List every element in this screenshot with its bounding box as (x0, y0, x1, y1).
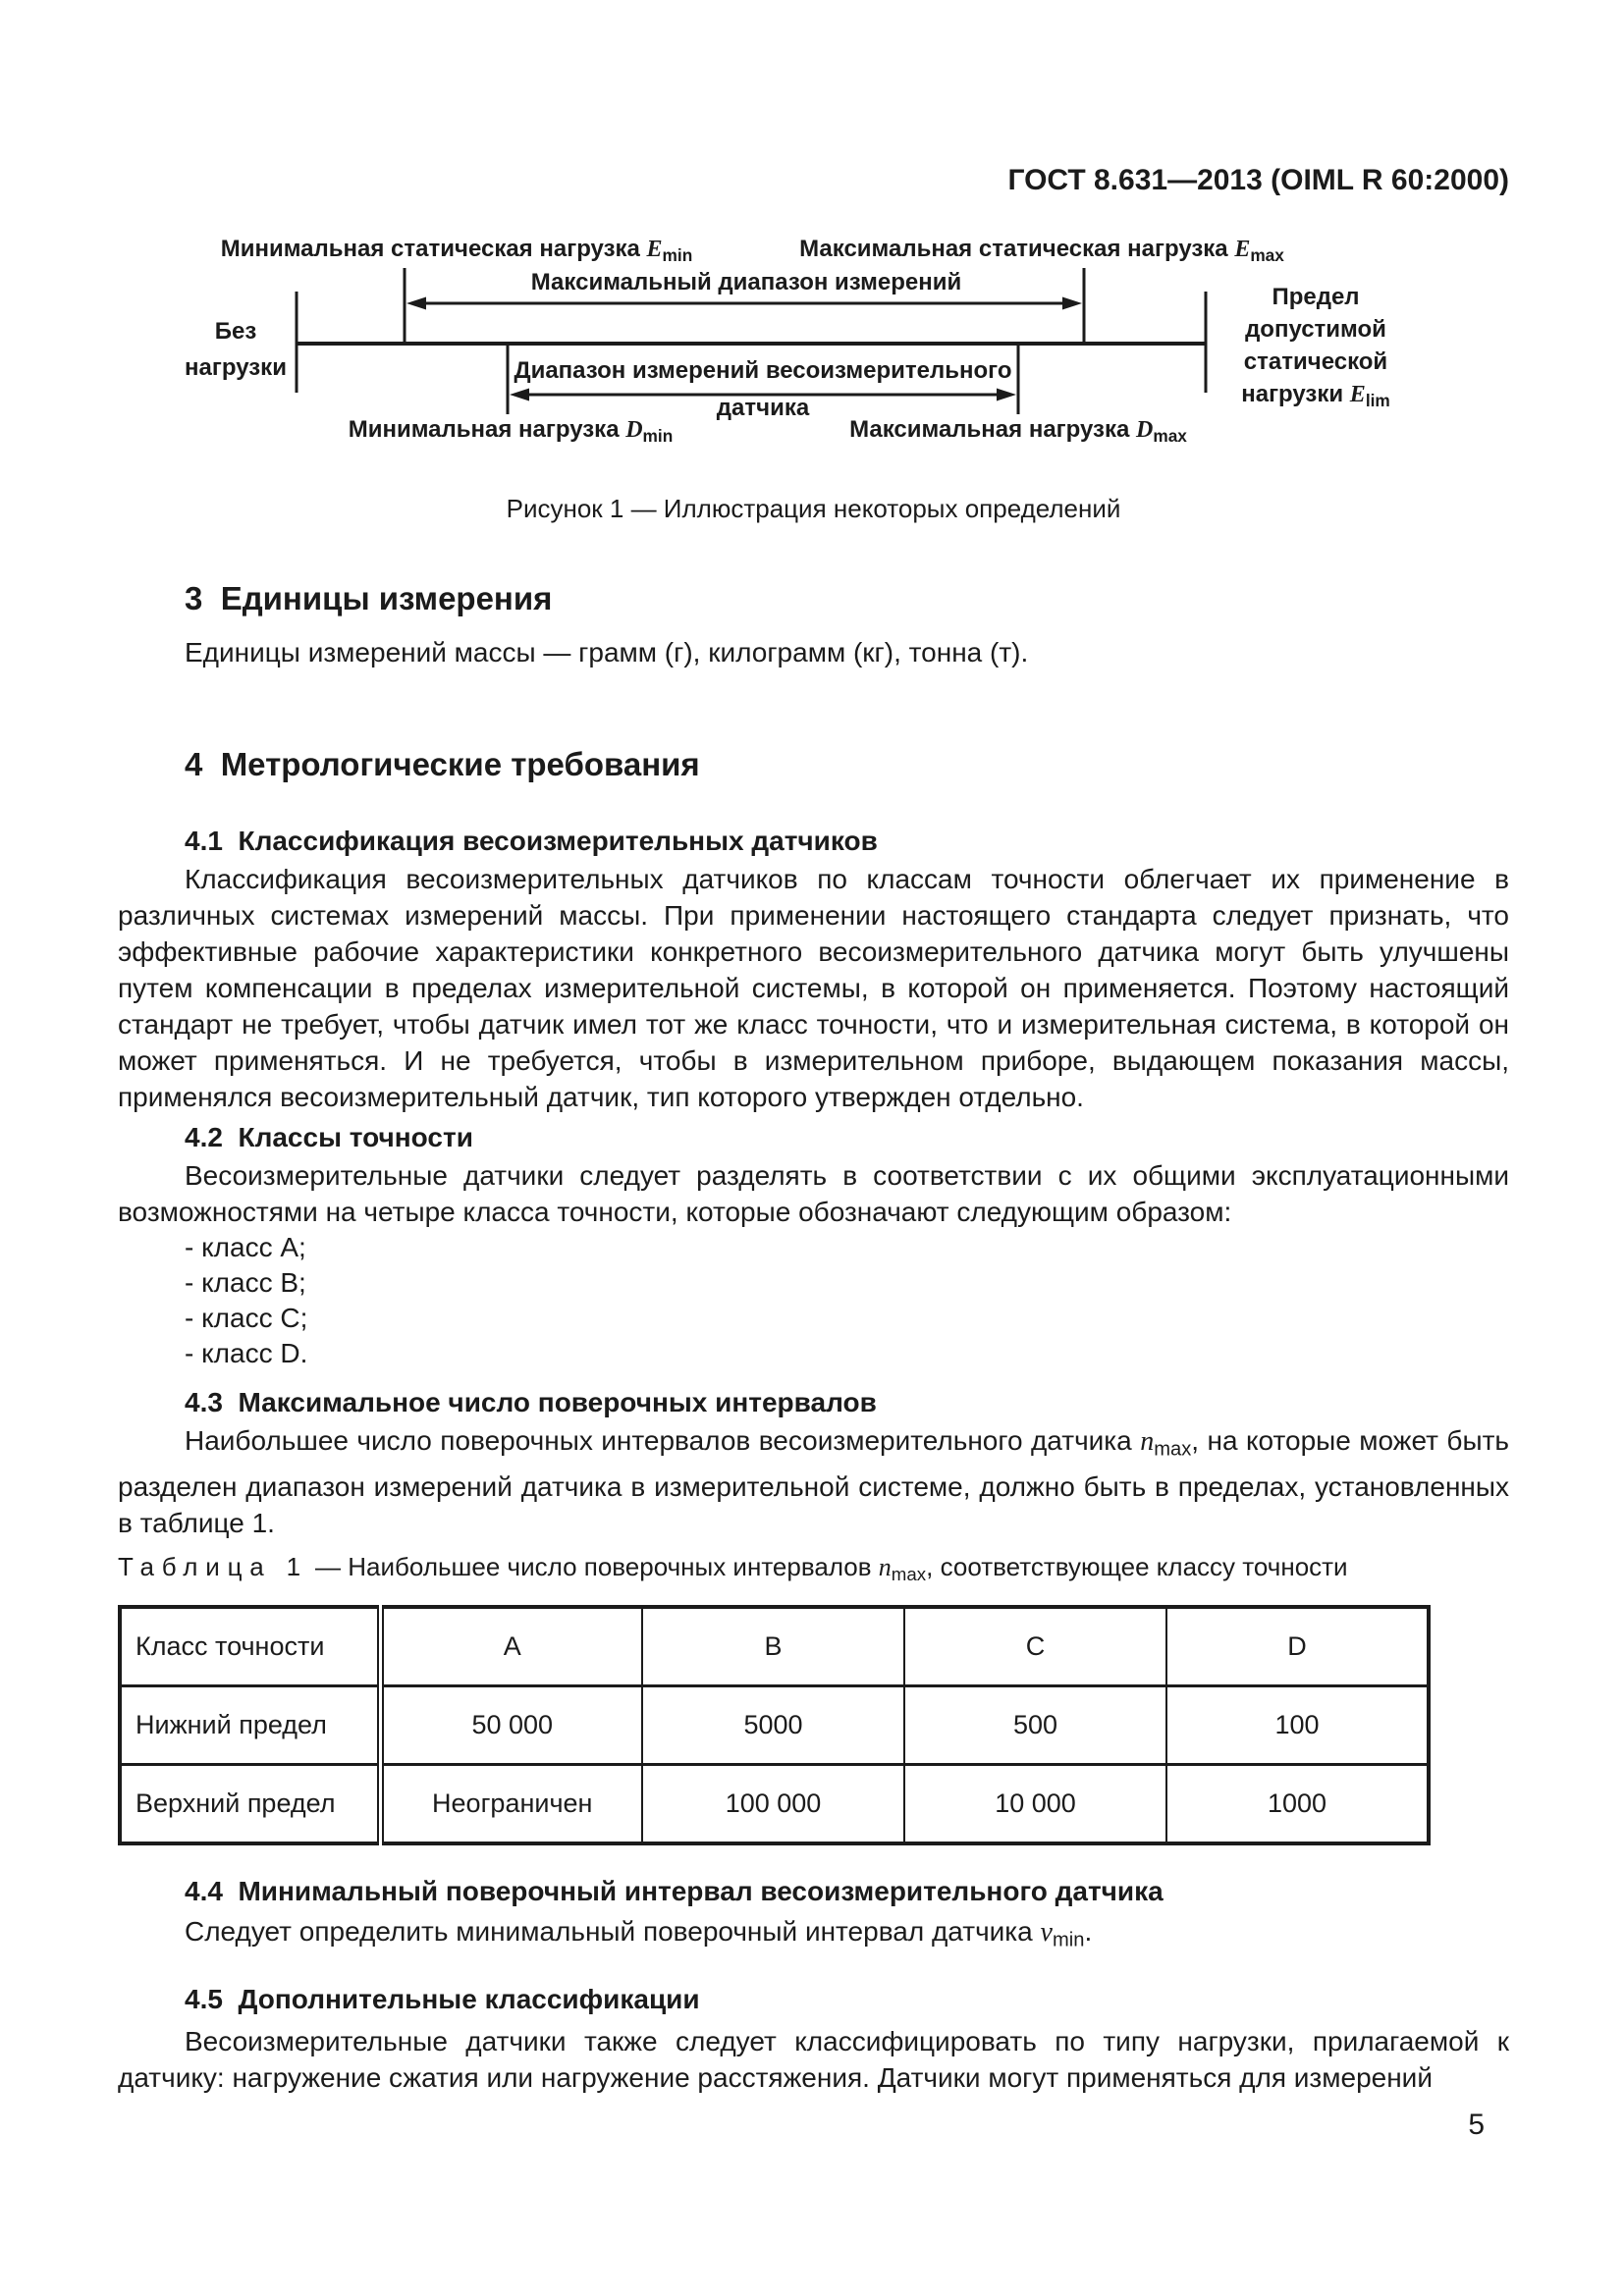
list-item: - класс D. (185, 1338, 308, 1368)
row-label: Верхний предел (119, 1762, 384, 1845)
subsection-4-4-heading: 4.4 Минимальный поверочный интервал весо… (185, 1875, 1164, 1906)
label-d-min: Минимальная нагрузка Dmin (348, 416, 674, 446)
label-e-lim: Предел допустимой статической нагрузки E… (1241, 284, 1390, 410)
label-d-max: Максимальная нагрузка Dmax (849, 416, 1187, 446)
label-no-load: Без нагрузки (185, 318, 287, 381)
section-3-heading: 3 Единицы измерения (185, 580, 553, 616)
table-cell: 5000 (641, 1683, 905, 1766)
label-e-min: Минимальная статическая нагрузка Emin (220, 236, 693, 265)
subsection-4-5-heading: 4.5 Дополнительные классификации (185, 1983, 700, 2014)
table-1-caption: Таблица 1 — Наибольшее число поверочных … (118, 1551, 1348, 1584)
table-cell: 50 000 (379, 1683, 643, 1766)
table-cell: 100 000 (641, 1762, 905, 1845)
label-max-range: Максимальный диапазон измерений (530, 269, 962, 295)
page-header-title: ГОСТ 8.631—2013 (OIML R 60:2000) (1007, 164, 1509, 196)
section-4-heading: 4 Метрологические требования (185, 746, 700, 782)
table-cell: 10 000 (903, 1762, 1167, 1845)
subsection-4-3-paragraph: Наибольшее число поверочных интервалов в… (118, 1425, 1509, 1538)
column-header-d: D (1165, 1605, 1430, 1687)
table-row: Верхний предел Неограничен 100 000 10 00… (119, 1762, 1430, 1845)
table-header-row: Класс точности A B C D (119, 1605, 1430, 1687)
table-cell: Неограничен (379, 1762, 643, 1845)
subsection-4-2-paragraph: Весоизмерительные датчики следует раздел… (118, 1160, 1509, 1227)
table-1: Класс точности A B C D Нижний предел 50 … (118, 1604, 1431, 1845)
figure-1-diagram: Минимальная статическая нагрузка Emin Ма… (118, 237, 1509, 448)
label-cell-range-line2: датчика (716, 395, 810, 421)
table-row: Нижний предел 50 000 5000 500 100 (119, 1683, 1430, 1766)
diagram-lines (295, 268, 1208, 414)
figure-1-caption: Рисунок 1 — Иллюстрация некоторых опреде… (506, 494, 1121, 523)
table-cell: 100 (1165, 1683, 1430, 1766)
row-label: Нижний предел (119, 1683, 384, 1766)
list-item: - класс C; (185, 1303, 308, 1333)
column-header-a: A (379, 1605, 643, 1687)
table-cell: 1000 (1165, 1762, 1430, 1845)
subsection-4-5-paragraph: Весоизмерительные датчики также следует … (118, 2025, 1509, 2093)
arrow-heads (406, 296, 1082, 401)
subsection-4-1-paragraph: Классификация весоизмерительных датчиков… (118, 864, 1509, 1112)
column-header-class: Класс точности (119, 1605, 384, 1687)
label-cell-range-line1: Диапазон измерений весоизмерительного (514, 357, 1012, 384)
list-item: - класс A; (185, 1232, 306, 1262)
accuracy-class-list: - класс A; - класс B; - класс C; - класс… (185, 1230, 1509, 1371)
figure-1-lines (295, 268, 1208, 414)
subsection-4-2-heading: 4.2 Классы точности (185, 1122, 473, 1152)
label-e-max: Максимальная статическая нагрузка Emax (799, 236, 1284, 265)
subsection-4-4-paragraph: Следует определить минимальный поверочны… (185, 1915, 1093, 1951)
page-content: ГОСТ 8.631—2013 (OIML R 60:2000) (118, 160, 1509, 2145)
list-item: - класс B; (185, 1267, 306, 1298)
column-header-b: B (641, 1605, 905, 1687)
table-cell: 500 (903, 1683, 1167, 1766)
section-3-paragraph: Единицы измерений массы — грамм (г), кил… (185, 637, 1029, 667)
page-number: 5 (1468, 2108, 1485, 2141)
subsection-4-1-heading: 4.1 Классификация весоизмерительных датч… (185, 826, 878, 856)
subsection-4-3-heading: 4.3 Максимальное число поверочных интерв… (185, 1387, 877, 1417)
column-header-c: C (903, 1605, 1167, 1687)
